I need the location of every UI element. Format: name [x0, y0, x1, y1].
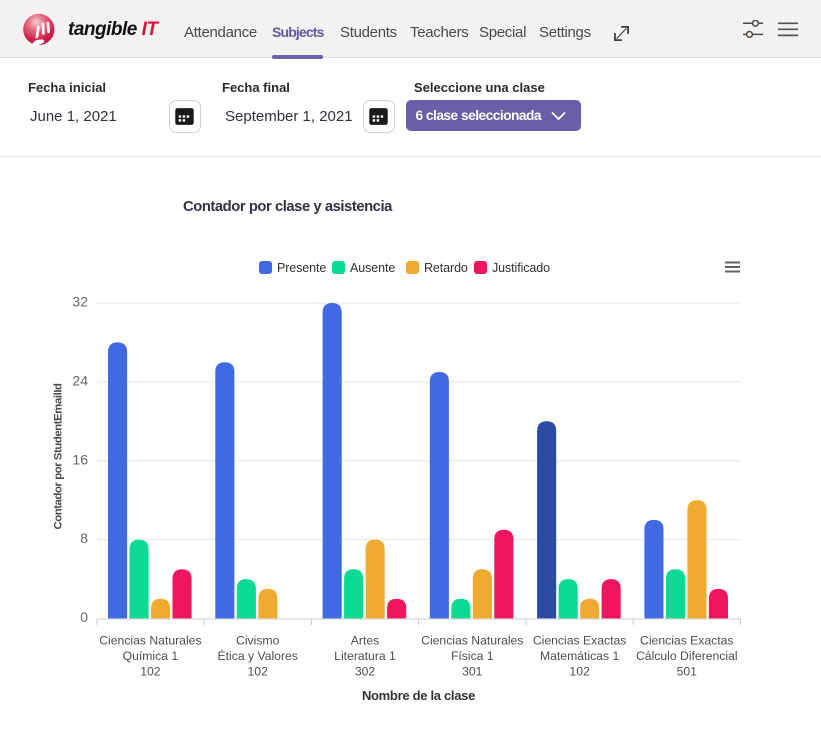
svg-text:Ciencias Exactas: Ciencias Exactas [533, 634, 626, 648]
svg-text:Química 1: Química 1 [123, 649, 179, 663]
svg-text:Literatura 1: Literatura 1 [334, 649, 396, 663]
svg-text:Matemáticas 1: Matemáticas 1 [540, 649, 619, 663]
svg-text:Contador por StudentEmailId: Contador por StudentEmailId [52, 383, 64, 530]
svg-text:8: 8 [80, 530, 88, 546]
svg-text:Física 1: Física 1 [451, 649, 494, 663]
svg-text:501: 501 [677, 665, 698, 679]
svg-text:102: 102 [140, 665, 161, 679]
svg-text:Ética y Valores: Ética y Valores [218, 648, 298, 663]
svg-text:Cálculo Diferencial: Cálculo Diferencial [636, 649, 738, 663]
svg-text:24: 24 [72, 373, 88, 389]
svg-text:102: 102 [248, 665, 269, 679]
svg-text:0: 0 [80, 609, 88, 625]
svg-text:Ciencias Naturales: Ciencias Naturales [99, 634, 201, 648]
svg-text:Civismo: Civismo [236, 634, 280, 648]
svg-text:Ciencias Exactas: Ciencias Exactas [640, 634, 733, 648]
svg-text:302: 302 [355, 665, 376, 679]
svg-text:Nombre de la clase: Nombre de la clase [362, 688, 475, 703]
svg-text:16: 16 [72, 451, 88, 467]
svg-text:Ciencias Naturales: Ciencias Naturales [421, 634, 523, 648]
svg-text:Artes: Artes [351, 634, 379, 648]
svg-text:102: 102 [569, 665, 590, 679]
svg-text:301: 301 [462, 665, 483, 679]
svg-text:32: 32 [72, 294, 88, 310]
